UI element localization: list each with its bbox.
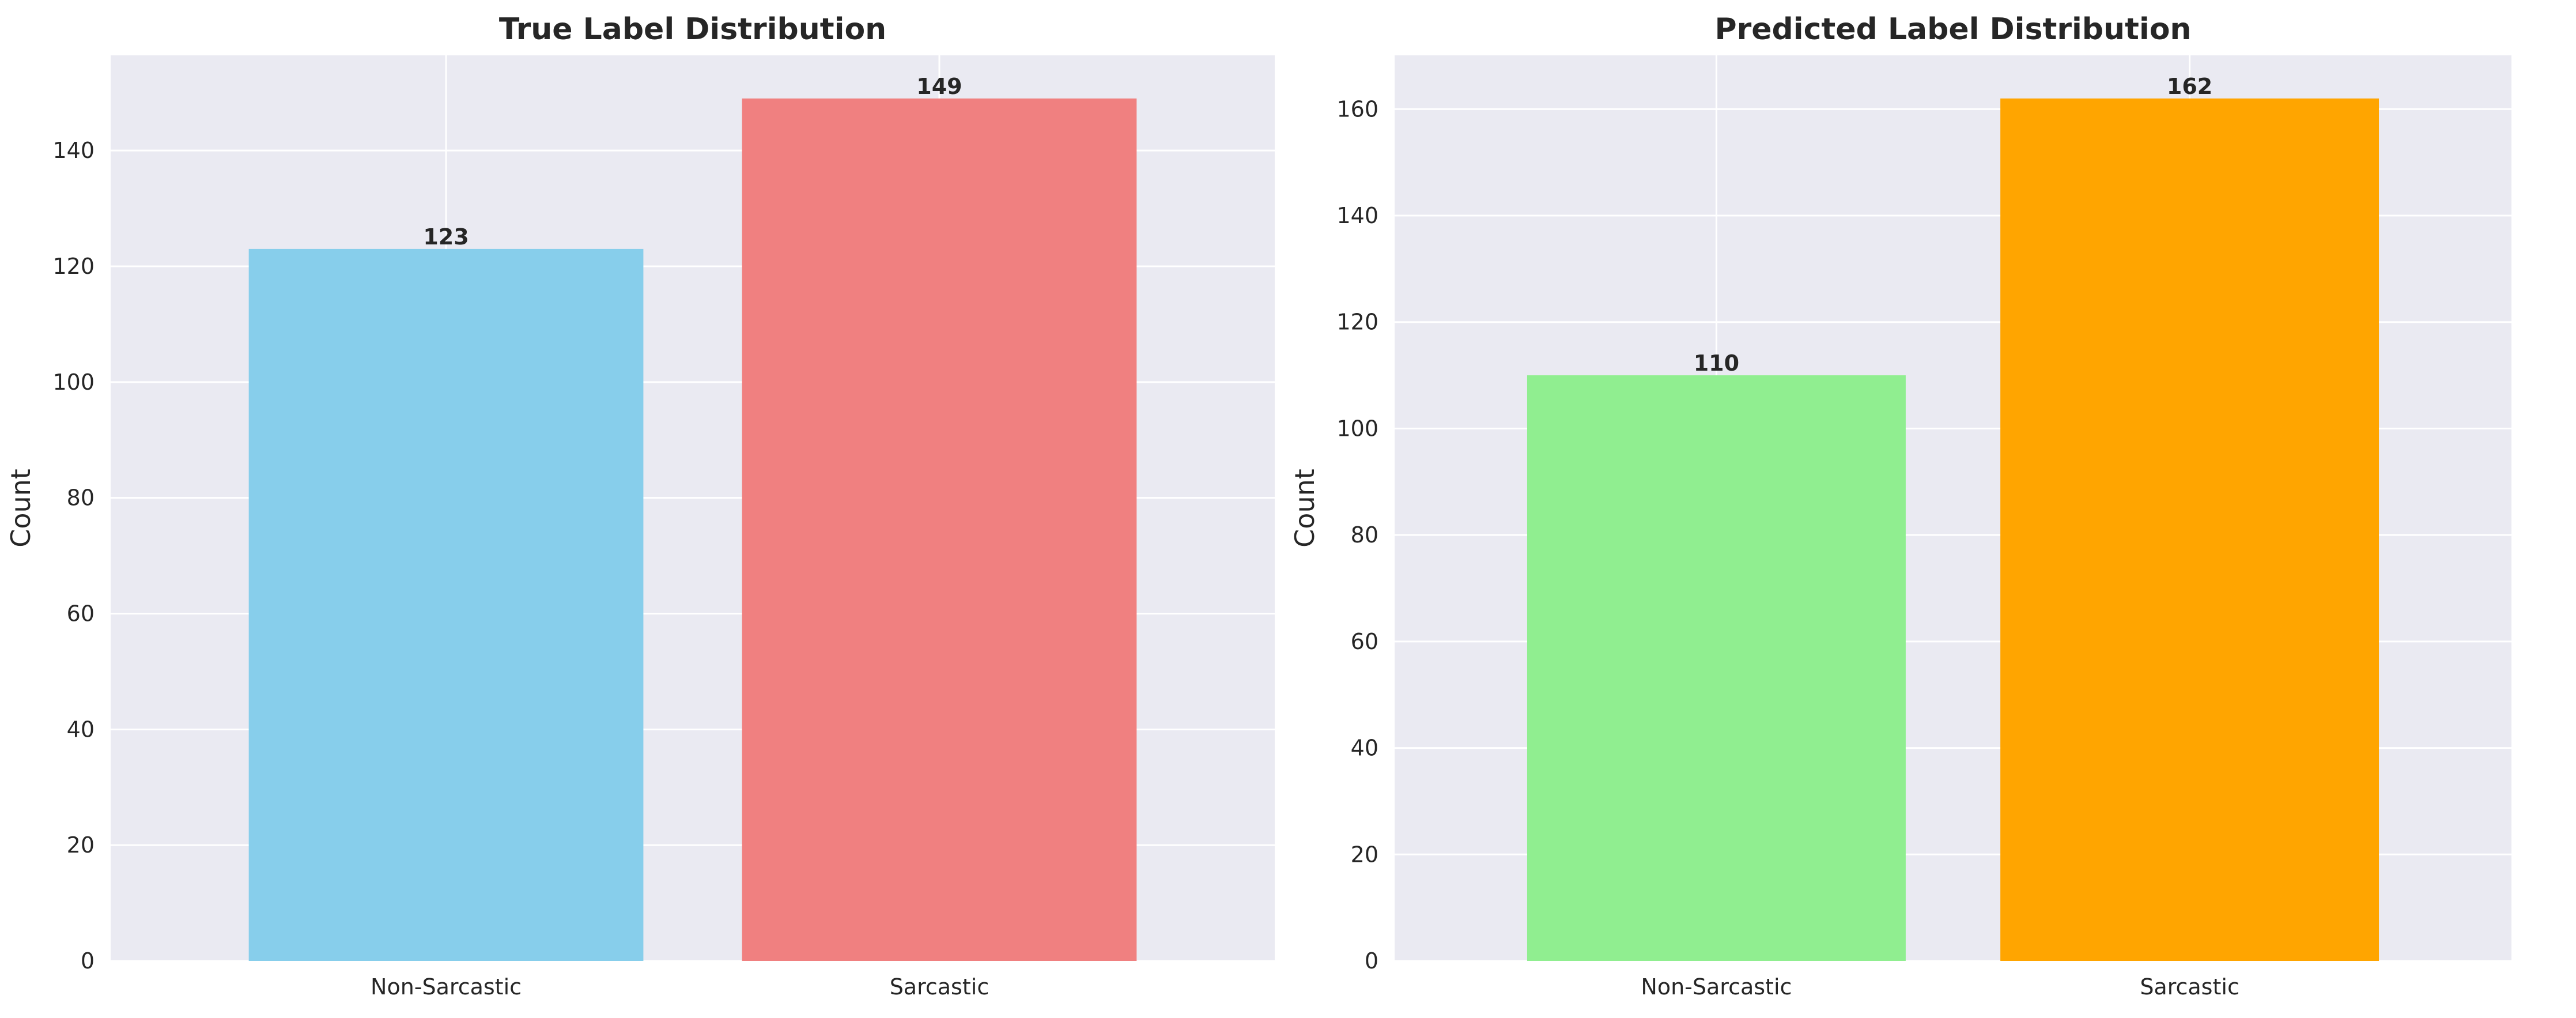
data-label-sarcastic: 149 xyxy=(916,74,962,99)
y-tick-label: 60 xyxy=(1351,629,1378,654)
x-tick-label-sarcastic: Sarcastic xyxy=(2140,974,2239,1000)
y-tick-label: 140 xyxy=(1336,203,1378,228)
right-chart-predicted-label-distribution: 0 20 40 60 80 100 120 140 160 110 Non-Sarcastic 162… xyxy=(1289,12,2511,1000)
y-tick-label: 80 xyxy=(67,485,95,511)
y-tick-label: 160 xyxy=(1336,96,1378,122)
y-tick-label: 20 xyxy=(67,832,95,858)
x-tick-label-non-sarcastic: Non-Sarcastic xyxy=(371,974,522,1000)
x-tick-label-non-sarcastic: Non-Sarcastic xyxy=(1641,974,1792,1000)
y-tick-label: 0 xyxy=(1365,948,1378,974)
y-tick-label: 140 xyxy=(52,138,95,163)
data-label-non-sarcastic: 123 xyxy=(423,224,469,250)
bar-sarcastic xyxy=(2000,98,2379,961)
x-tick-label-sarcastic: Sarcastic xyxy=(890,974,989,1000)
data-label-sarcastic: 162 xyxy=(2167,74,2212,99)
y-tick-label: 120 xyxy=(52,254,95,279)
left-chart-true-label-distribution: 0 20 40 60 80 100 120 140 123 Non-Sarcastic 149 Sar… xyxy=(5,12,1275,1000)
chart-title: Predicted Label Distribution xyxy=(1715,12,2192,47)
y-tick-label: 100 xyxy=(1336,416,1378,441)
y-tick-label: 100 xyxy=(52,370,95,395)
y-tick-label: 60 xyxy=(67,601,95,627)
y-tick-label: 20 xyxy=(1351,842,1378,867)
y-axis-label: Count xyxy=(1289,469,1320,548)
bar-non-sarcastic xyxy=(248,248,644,961)
bar-non-sarcastic xyxy=(1527,375,1906,961)
bar-sarcastic xyxy=(742,98,1137,961)
y-tick-label: 80 xyxy=(1351,522,1378,548)
y-tick-label: 0 xyxy=(81,948,95,974)
chart-title: True Label Distribution xyxy=(499,12,886,47)
y-tick-label: 120 xyxy=(1336,310,1378,335)
y-tick-label: 40 xyxy=(67,717,95,742)
y-tick-label: 40 xyxy=(1351,736,1378,761)
data-label-non-sarcastic: 110 xyxy=(1694,350,1739,376)
y-axis-label: Count xyxy=(5,469,36,548)
